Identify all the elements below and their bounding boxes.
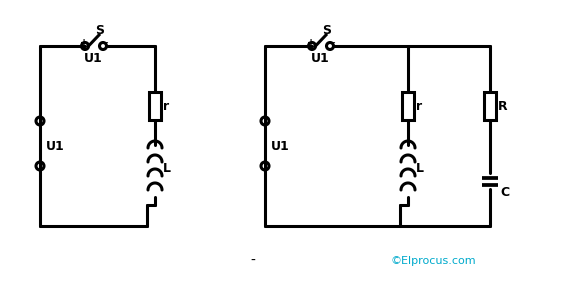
Text: r: r <box>163 99 169 112</box>
Text: S: S <box>322 24 331 37</box>
Text: U1: U1 <box>46 139 65 153</box>
Text: S: S <box>95 24 104 37</box>
Bar <box>149 92 161 120</box>
Text: L: L <box>163 162 171 176</box>
Bar <box>402 92 414 120</box>
Bar <box>484 92 496 120</box>
Text: +: + <box>80 38 88 48</box>
Text: -: - <box>105 37 109 47</box>
Text: U1: U1 <box>84 53 103 65</box>
Text: C: C <box>500 187 509 200</box>
Text: r: r <box>416 99 422 112</box>
Text: U1: U1 <box>271 139 290 153</box>
Text: -: - <box>250 254 255 268</box>
Text: R: R <box>498 99 508 112</box>
Text: U1: U1 <box>311 53 330 65</box>
Text: L: L <box>416 162 424 176</box>
Text: -: - <box>332 37 336 47</box>
Text: +: + <box>307 38 315 48</box>
Text: ©Elprocus.com: ©Elprocus.com <box>390 256 476 266</box>
